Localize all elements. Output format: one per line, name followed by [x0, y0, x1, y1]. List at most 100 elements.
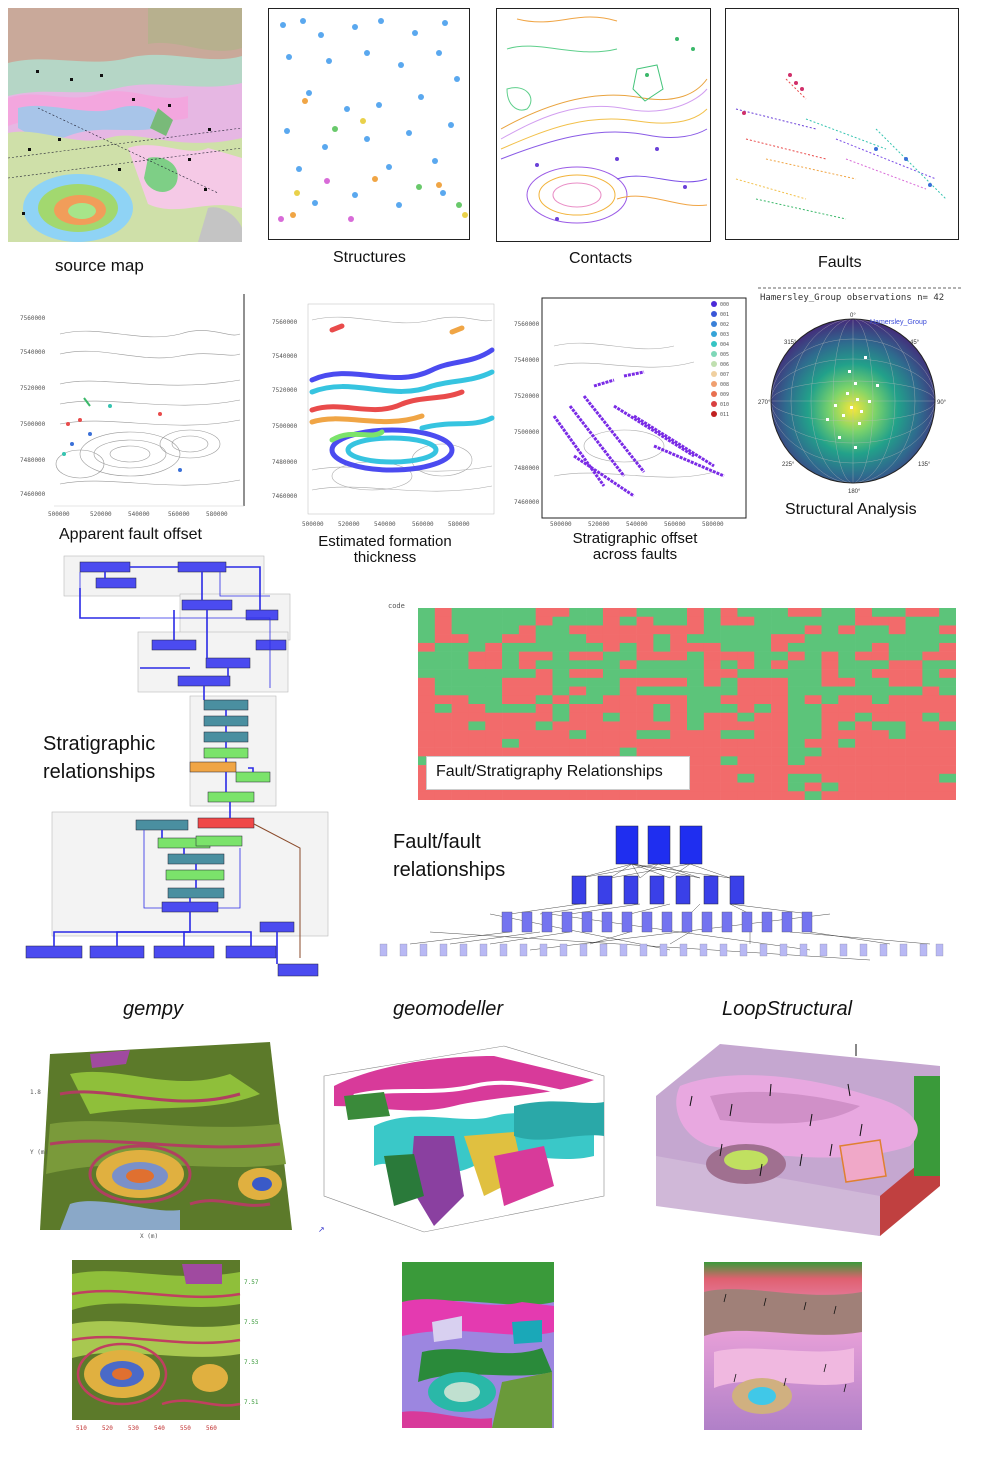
loopstructural-title: LoopStructural	[722, 998, 853, 1020]
matrix-cell	[418, 625, 436, 635]
matrix-cell	[502, 669, 520, 679]
matrix-cell	[703, 773, 721, 783]
matrix-cell	[451, 651, 469, 661]
matrix-cell	[720, 642, 738, 652]
matrix-cell	[905, 625, 923, 635]
matrix-cell	[535, 747, 553, 757]
matrix-code-label: code	[388, 602, 405, 610]
matrix-cell	[451, 625, 469, 635]
matrix-cell	[922, 738, 940, 748]
svg-text:7.55: 7.55	[244, 1319, 259, 1326]
geomodeller-map-view	[402, 1262, 554, 1428]
structures-panel	[268, 8, 470, 240]
matrix-cell	[821, 642, 839, 652]
thickness-panel: 7560000 7540000 7520000 7500000 7480000 74600…	[272, 300, 498, 530]
matrix-cell	[771, 747, 789, 757]
matrix-cell	[905, 669, 923, 679]
matrix-cell	[687, 721, 705, 731]
matrix-cell	[687, 625, 705, 635]
matrix-cell	[855, 773, 873, 783]
matrix-cell	[485, 712, 503, 722]
matrix-cell	[771, 756, 789, 766]
matrix-cell	[787, 782, 805, 792]
fault-strat-label-box: Fault/Stratigraphy Relationships	[426, 756, 690, 790]
matrix-cell	[754, 782, 772, 792]
matrix-cell	[720, 765, 738, 775]
matrix-cell	[535, 791, 553, 800]
matrix-cell	[754, 738, 772, 748]
svg-text:7480000: 7480000	[514, 465, 540, 472]
matrix-cell	[602, 695, 621, 705]
matrix-cell	[754, 677, 772, 687]
matrix-cell	[804, 634, 822, 644]
matrix-cell	[552, 625, 570, 635]
matrix-cell	[434, 747, 452, 757]
svg-text:7560000: 7560000	[272, 319, 298, 326]
matrix-cell	[687, 712, 705, 722]
fault-strat-label: Fault/Stratigraphy Relationships	[436, 763, 663, 780]
matrix-cell	[922, 651, 940, 661]
matrix-cell	[518, 677, 536, 687]
matrix-cell	[888, 791, 906, 800]
matrix-cell	[939, 773, 956, 783]
matrix-cell	[552, 669, 570, 679]
matrix-cell	[804, 695, 822, 705]
matrix-cell	[653, 669, 671, 679]
matrix-cell	[838, 686, 856, 696]
matrix-cell	[619, 625, 637, 635]
matrix-cell	[754, 765, 772, 775]
matrix-cell	[771, 765, 789, 775]
matrix-cell	[888, 634, 906, 644]
matrix-cell	[804, 730, 822, 740]
stereonet-angle-90: 90°	[937, 400, 947, 406]
matrix-cell	[888, 669, 906, 679]
stereonet-header: Hamersley_Group observations n= 42	[760, 293, 944, 303]
thickness-caption: Estimated formation thickness	[318, 533, 452, 566]
matrix-cell	[871, 686, 890, 696]
svg-text:7.53: 7.53	[244, 1359, 259, 1366]
matrix-cell	[771, 686, 789, 696]
matrix-cell	[619, 791, 637, 800]
matrix-cell	[939, 608, 956, 618]
matrix-cell	[451, 747, 469, 757]
fault-fault-label: Fault/fault relationships	[393, 831, 506, 881]
matrix-cell	[804, 616, 822, 626]
matrix-cell	[468, 616, 486, 626]
matrix-cell	[720, 756, 738, 766]
matrix-cell	[418, 669, 436, 679]
matrix-cell	[821, 721, 839, 731]
matrix-cell	[720, 730, 738, 740]
matrix-cell	[754, 634, 772, 644]
offset-legend-10: 010	[720, 402, 729, 408]
matrix-cell	[905, 616, 923, 626]
matrix-cell	[468, 677, 486, 687]
matrix-cell	[838, 738, 856, 748]
matrix-cell	[485, 651, 503, 661]
offset-legend-9: 009	[720, 392, 729, 398]
matrix-cell	[602, 712, 621, 722]
stereonet-angle-315: 315°	[784, 340, 797, 346]
matrix-cell	[787, 791, 805, 800]
svg-text:↗: ↗	[318, 1225, 325, 1234]
matrix-cell	[737, 782, 755, 792]
matrix-cell	[485, 634, 503, 644]
svg-text:560000: 560000	[412, 521, 434, 528]
matrix-cell	[855, 765, 873, 775]
matrix-cell	[871, 660, 890, 670]
matrix-cell	[754, 721, 772, 731]
structural-analysis-caption: Structural Analysis	[785, 501, 917, 518]
matrix-cell	[687, 782, 705, 792]
matrix-cell	[552, 695, 570, 705]
matrix-cell	[871, 704, 890, 714]
matrix-cell	[838, 669, 856, 679]
matrix-cell	[552, 642, 570, 652]
stereonet-angle-0: 0°	[850, 313, 856, 319]
matrix-cell	[552, 677, 570, 687]
matrix-cell	[468, 730, 486, 740]
matrix-cell	[670, 677, 688, 687]
matrix-cell	[888, 642, 906, 652]
strat-offset-caption: Stratigraphic offset across faults	[572, 530, 698, 563]
matrix-cell	[905, 747, 923, 757]
matrix-cell	[602, 730, 621, 740]
matrix-cell	[586, 625, 604, 635]
